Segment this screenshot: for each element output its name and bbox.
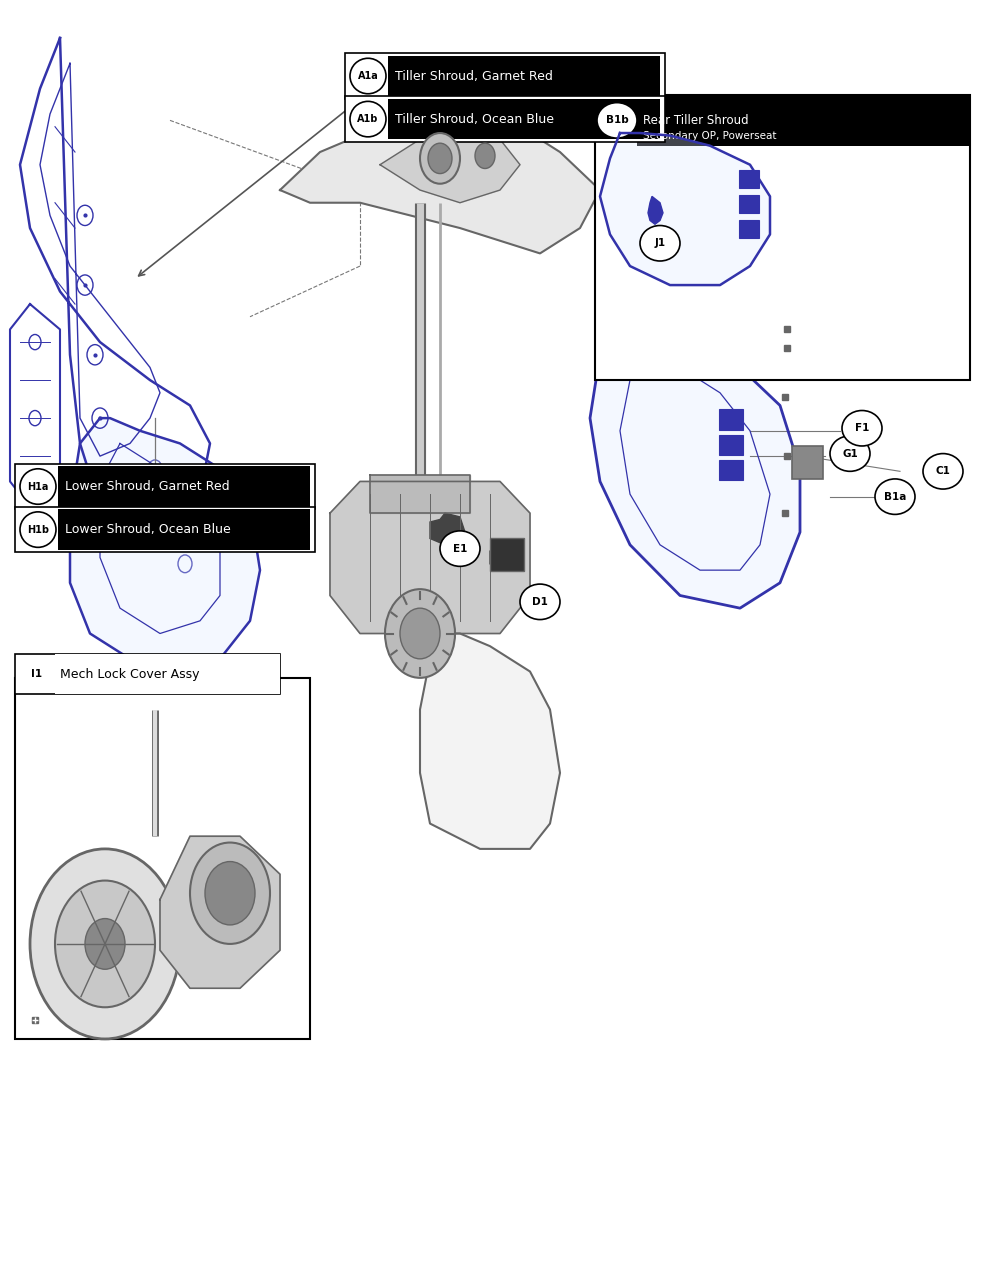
Polygon shape [490,542,520,570]
Ellipse shape [875,479,915,514]
Polygon shape [590,317,800,608]
Ellipse shape [640,226,680,261]
FancyBboxPatch shape [739,195,759,213]
FancyBboxPatch shape [388,56,660,96]
Polygon shape [430,513,465,545]
Polygon shape [160,836,280,988]
Ellipse shape [830,436,870,471]
Text: F1: F1 [855,423,869,433]
FancyBboxPatch shape [345,96,665,142]
Text: Tiller Shroud, Garnet Red: Tiller Shroud, Garnet Red [395,70,553,82]
FancyBboxPatch shape [719,409,743,430]
Polygon shape [420,634,560,849]
Text: Mech Lock Cover Assy: Mech Lock Cover Assy [60,668,200,680]
Ellipse shape [520,584,560,620]
Polygon shape [380,127,520,203]
Circle shape [428,143,452,174]
Text: I1: I1 [31,669,43,679]
Circle shape [190,843,270,944]
Text: H1b: H1b [27,525,49,535]
Text: C1: C1 [936,466,950,476]
Circle shape [30,849,180,1039]
FancyBboxPatch shape [739,170,759,188]
FancyBboxPatch shape [490,538,524,571]
FancyBboxPatch shape [792,446,823,479]
Circle shape [205,862,255,925]
Ellipse shape [17,656,57,692]
Text: J1: J1 [654,238,666,248]
Ellipse shape [842,411,882,446]
FancyBboxPatch shape [595,95,970,380]
Circle shape [85,919,125,969]
Polygon shape [330,481,530,634]
Text: Tiller Shroud, Ocean Blue: Tiller Shroud, Ocean Blue [395,113,554,125]
Polygon shape [600,133,770,285]
Text: B1b: B1b [606,115,628,125]
Circle shape [55,881,155,1007]
Text: A1b: A1b [357,114,379,124]
Circle shape [475,143,495,169]
Text: D1: D1 [532,597,548,607]
Polygon shape [648,196,663,224]
FancyBboxPatch shape [55,654,280,694]
FancyBboxPatch shape [739,220,759,238]
Text: Lower Shroud, Ocean Blue: Lower Shroud, Ocean Blue [65,523,231,536]
Ellipse shape [597,103,637,138]
FancyBboxPatch shape [345,53,665,99]
FancyBboxPatch shape [15,654,280,694]
FancyBboxPatch shape [15,464,315,509]
Text: G1: G1 [842,449,858,459]
Text: H1a: H1a [27,481,49,492]
Polygon shape [370,475,470,513]
Text: Secondary OP, Powerseat: Secondary OP, Powerseat [643,131,776,141]
Circle shape [385,589,455,678]
Circle shape [420,133,460,184]
FancyBboxPatch shape [388,99,660,139]
FancyBboxPatch shape [15,678,310,1039]
FancyBboxPatch shape [719,460,743,480]
Text: Lower Shroud, Garnet Red: Lower Shroud, Garnet Red [65,480,230,493]
Ellipse shape [923,454,963,489]
Text: A1a: A1a [358,71,378,81]
FancyBboxPatch shape [58,466,310,507]
Ellipse shape [440,531,480,566]
FancyBboxPatch shape [58,509,310,550]
Circle shape [400,608,440,659]
FancyBboxPatch shape [15,507,315,552]
FancyBboxPatch shape [719,435,743,455]
Polygon shape [70,418,260,672]
FancyBboxPatch shape [637,95,970,146]
Text: Rear Tiller Shroud: Rear Tiller Shroud [643,114,749,127]
Text: B1a: B1a [884,492,906,502]
Text: E1: E1 [453,544,467,554]
Polygon shape [280,114,600,253]
